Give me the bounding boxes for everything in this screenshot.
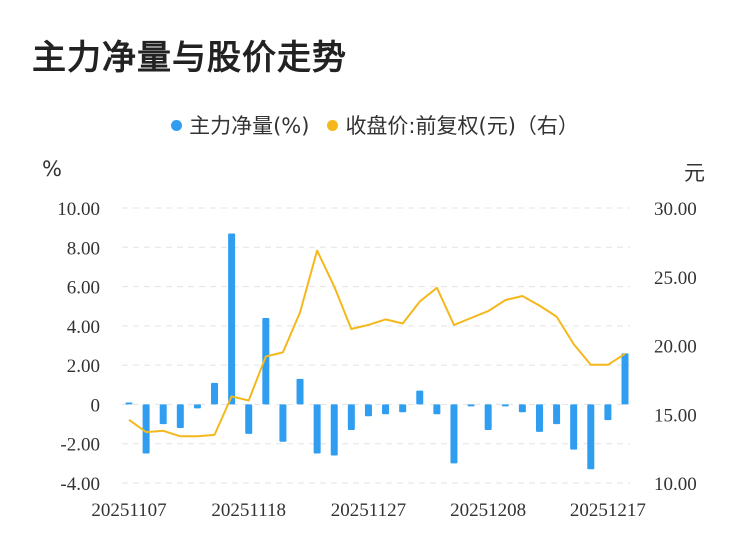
left-axis-tick-label: -2.00 [60, 435, 100, 456]
right-axis-unit: 元 [684, 161, 705, 185]
bar [553, 404, 561, 425]
left-axis-tick-label: 4.00 [67, 317, 100, 338]
bar [279, 404, 287, 442]
bar [518, 404, 526, 413]
bar [416, 390, 424, 405]
legend-item-net-volume[interactable]: 主力净量(%) [171, 110, 309, 140]
bar [330, 404, 338, 456]
bar [587, 404, 595, 470]
line-series [128, 249, 626, 438]
bar [621, 353, 629, 405]
left-axis-ticks: 10.00 8.00 6.00 4.00 2.00 0 -2.00 -4.00 [57, 199, 100, 495]
x-axis-tick-label: 20251208 [450, 500, 526, 521]
bar [245, 404, 253, 434]
bar [193, 404, 201, 409]
grid-lines [122, 207, 630, 484]
legend-label-close-price: 收盘价:前复权(元)（右） [345, 114, 579, 138]
bar [433, 404, 441, 415]
left-axis-tick-label: 8.00 [67, 238, 100, 259]
bar [159, 404, 167, 425]
right-axis-tick-label: 25.00 [654, 268, 697, 289]
left-axis-tick-label: -4.00 [60, 474, 100, 495]
bar [313, 404, 321, 454]
bar [228, 233, 236, 405]
bar [570, 404, 578, 450]
bar [262, 318, 270, 405]
right-axis-tick-label: 10.00 [654, 474, 697, 495]
bar [382, 404, 390, 415]
x-axis-tick-label: 20251217 [570, 500, 646, 521]
bar [501, 404, 509, 407]
left-axis-tick-label: 0 [91, 395, 101, 416]
bar-series [125, 233, 629, 470]
legend-line-marker [327, 119, 339, 131]
legend-label-net-volume: 主力净量(%) [189, 114, 310, 138]
left-axis-tick-label: 6.00 [67, 278, 100, 299]
legend: 主力净量(%) 收盘价:前复权(元)（右） [0, 110, 750, 140]
left-axis-tick-label: 2.00 [67, 356, 100, 377]
bar [484, 404, 492, 430]
bar [125, 402, 133, 405]
bar [211, 382, 219, 405]
bar [364, 404, 372, 417]
bar [399, 404, 407, 413]
x-axis-tick-label: 20251118 [211, 500, 286, 521]
x-axis-tick-label: 20251107 [91, 500, 166, 521]
left-axis-unit: % [42, 157, 62, 181]
bar [142, 404, 150, 454]
left-axis-tick-label: 10.00 [57, 199, 100, 220]
bar [176, 404, 184, 428]
bar [604, 404, 612, 421]
right-axis-tick-label: 30.00 [654, 199, 697, 220]
x-axis-tick-label: 20251127 [331, 500, 406, 521]
right-axis-tick-label: 20.00 [654, 337, 697, 358]
close-price-line [128, 249, 626, 438]
right-axis-tick-label: 15.00 [654, 405, 697, 426]
bar [296, 378, 304, 405]
bar [467, 404, 475, 407]
bar [450, 404, 458, 464]
legend-bar-marker [171, 119, 183, 131]
legend-item-close-price[interactable]: 收盘价:前复权(元)（右） [327, 110, 579, 140]
bar [535, 404, 543, 432]
right-axis-ticks: 30.00 25.00 20.00 15.00 10.00 [654, 199, 697, 495]
x-axis-ticks: 20251107 20251118 20251127 20251208 20251217 [91, 500, 646, 521]
bar [347, 404, 355, 430]
chart-title: 主力净量与股价走势 [32, 38, 347, 78]
